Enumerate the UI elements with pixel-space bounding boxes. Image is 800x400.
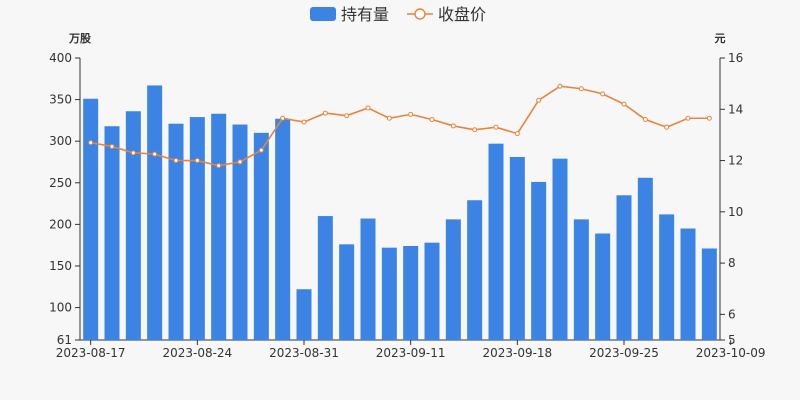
right-tick-label: 8 <box>728 256 736 270</box>
price-point <box>621 101 627 107</box>
line-series <box>88 83 712 169</box>
bar <box>104 126 120 340</box>
legend-label-close: 收盘价 <box>438 5 486 24</box>
price-point <box>578 86 584 92</box>
bar <box>83 98 99 340</box>
left-tick-label: 300 <box>49 134 72 148</box>
price-point <box>301 119 307 125</box>
price-point <box>280 115 286 121</box>
price-point <box>706 115 712 121</box>
bar <box>360 218 376 340</box>
tick-labels: 61 100 150 200 250 300 350 400 5 6 8 10 12 14 16 2023-0… <box>49 51 765 360</box>
price-point <box>557 83 563 89</box>
bar <box>488 143 504 340</box>
price-point <box>258 147 264 153</box>
left-tick-label: 100 <box>49 301 72 315</box>
bar <box>168 123 184 340</box>
price-point <box>386 115 392 121</box>
x-tick-label: 2023-10-09 <box>696 346 766 360</box>
bar <box>680 228 696 340</box>
price-point <box>536 97 542 103</box>
price-point <box>600 91 606 97</box>
bar <box>637 177 653 340</box>
legend-item-holdings[interactable]: 持有量 <box>310 5 389 24</box>
bar <box>509 156 525 340</box>
bar <box>467 200 483 340</box>
bar <box>147 85 163 340</box>
bar <box>424 242 440 340</box>
x-tick-label: 2023-08-31 <box>269 346 339 360</box>
x-tick-label: 2023-08-24 <box>162 346 232 360</box>
right-tick-label: 12 <box>728 154 743 168</box>
x-tick-label: 2023-09-11 <box>376 346 446 360</box>
price-line <box>90 85 710 167</box>
bar <box>573 219 589 340</box>
price-point <box>88 140 94 146</box>
right-tick-label: 10 <box>728 205 743 219</box>
left-axis-unit: 万股 <box>68 32 92 45</box>
price-point <box>344 113 350 119</box>
price-point <box>472 127 478 133</box>
right-tick-label: 16 <box>728 51 743 65</box>
x-tick-label: 2023-09-18 <box>482 346 552 360</box>
legend-bar-swatch <box>310 7 336 21</box>
left-tick-label: 150 <box>49 259 72 273</box>
right-axis-unit: 元 <box>715 32 726 45</box>
price-point <box>130 150 136 156</box>
bar <box>616 195 632 340</box>
price-point <box>514 131 520 137</box>
price-point <box>642 117 648 123</box>
x-tick-label: 2023-09-25 <box>589 346 659 360</box>
price-point <box>152 151 158 157</box>
legend-line-marker <box>414 8 426 20</box>
price-point <box>408 111 414 117</box>
legend-label-holdings: 持有量 <box>341 5 389 24</box>
left-tick-label: 250 <box>49 176 72 190</box>
bar <box>531 181 547 340</box>
bar <box>659 214 675 340</box>
bar <box>445 219 461 340</box>
axes <box>75 57 732 345</box>
price-point <box>194 158 200 164</box>
bar <box>701 248 717 340</box>
left-tick-label: 400 <box>49 51 72 65</box>
price-point <box>216 163 222 169</box>
price-point <box>173 158 179 164</box>
legend-item-close[interactable]: 收盘价 <box>407 5 486 24</box>
price-point <box>237 159 243 165</box>
price-point <box>429 117 435 123</box>
legend[interactable]: 持有量 收盘价 <box>310 5 486 24</box>
price-point <box>109 143 115 149</box>
bar <box>595 233 611 340</box>
right-tick-label: 6 <box>728 307 736 321</box>
price-point <box>322 110 328 116</box>
bar <box>275 118 291 340</box>
price-point <box>365 105 371 111</box>
left-tick-label: 350 <box>49 93 72 107</box>
price-point <box>450 123 456 129</box>
right-tick-label: 5 <box>728 333 736 347</box>
bar <box>552 158 568 340</box>
price-point <box>493 124 499 130</box>
bar <box>253 132 269 340</box>
bar <box>189 117 205 340</box>
x-tick-label: 2023-08-17 <box>56 346 126 360</box>
right-tick-label: 14 <box>728 102 743 116</box>
axis-units: 万股 元 <box>68 32 726 45</box>
bar <box>339 244 355 340</box>
left-tick-label: 61 <box>57 333 72 347</box>
left-tick-label: 200 <box>49 217 72 231</box>
bar <box>403 246 419 340</box>
price-point <box>685 115 691 121</box>
price-point <box>664 124 670 130</box>
bar <box>381 247 397 340</box>
bar <box>211 113 227 340</box>
bar <box>296 289 312 340</box>
bar <box>317 216 333 340</box>
bar <box>232 124 248 340</box>
bar-series <box>83 85 717 340</box>
bar <box>125 111 141 340</box>
